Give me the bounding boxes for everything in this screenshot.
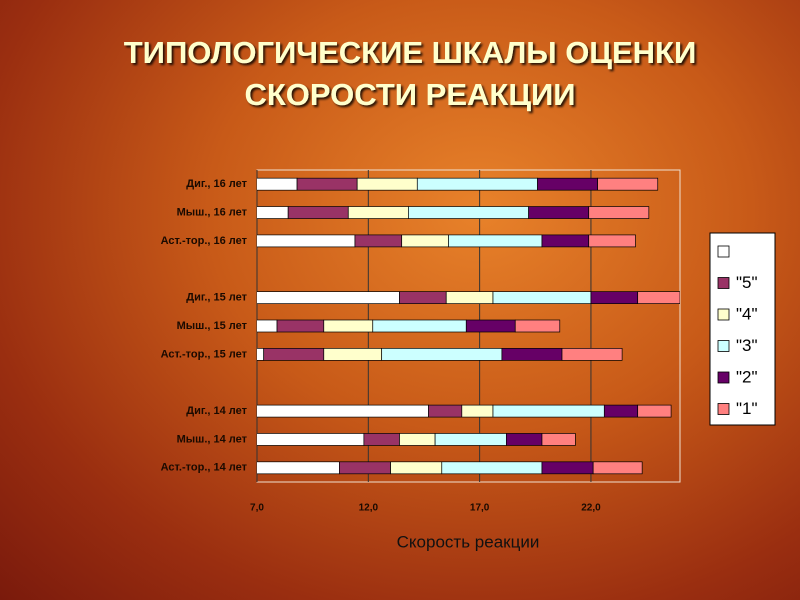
legend-swatch	[717, 308, 730, 321]
bar-segment	[323, 319, 374, 333]
title-line: ТИПОЛОГИЧЕСКИЕ ШКАЛЫ ОЦЕНКИ	[124, 35, 696, 70]
legend-label: "3"	[736, 336, 758, 355]
bar-segment	[590, 291, 639, 304]
y-tick-label: Диг., 16 лет	[186, 178, 247, 190]
legend-swatch	[717, 277, 730, 289]
bar-segment	[537, 177, 598, 191]
legend-label: "2"	[736, 367, 758, 386]
bar-segment	[461, 404, 494, 418]
bar-segment	[416, 177, 538, 191]
y-tick-label: Аст.-тор., 15 лет	[161, 348, 248, 360]
bar-segment	[347, 206, 409, 219]
bar-segment	[434, 433, 507, 446]
legend-label: "4"	[736, 304, 758, 323]
bar-segment	[372, 319, 467, 333]
title-line: СКОРОСТИ РЕАКЦИИ	[244, 77, 575, 112]
bar-segment	[363, 433, 400, 446]
bar-segment	[603, 404, 639, 418]
bar-segment	[354, 234, 403, 248]
bar-segment	[541, 234, 590, 248]
bar-segment	[528, 206, 590, 219]
legend-swatch	[717, 340, 730, 352]
bar-segment	[597, 177, 659, 191]
bar-segment	[588, 206, 650, 219]
bar-segment	[501, 348, 563, 361]
bar-segment	[637, 404, 672, 418]
bar-segment	[257, 291, 400, 304]
bar-segment	[441, 461, 543, 475]
bar-segment	[465, 319, 516, 333]
bar-segment	[356, 177, 418, 191]
bar-segment	[588, 234, 636, 248]
bar-segment	[541, 433, 576, 446]
bar-segment	[492, 291, 592, 304]
bar-segment	[339, 461, 391, 475]
bar-segment	[287, 206, 349, 219]
bar-segment	[561, 348, 623, 361]
y-tick-label: Диг., 15 лет	[186, 292, 247, 304]
bar-segment	[381, 348, 503, 361]
legend-label: "5"	[736, 273, 758, 292]
y-tick-label: Диг., 14 лет	[186, 405, 247, 417]
y-tick-label: Аст.-тор., 16 лет	[161, 235, 248, 247]
y-tick-label: Мыш., 14 лет	[177, 433, 248, 445]
bar-segment	[296, 177, 358, 191]
bar-segment	[399, 291, 447, 304]
bar-segment	[408, 206, 529, 219]
bar-segment	[323, 348, 383, 361]
bar-segment	[399, 433, 436, 446]
bar-segment	[263, 348, 325, 361]
bar-segment	[541, 461, 594, 475]
bar-segment	[492, 404, 605, 418]
x-axis-title: Скорость реакции	[397, 532, 540, 551]
bar-segment	[448, 234, 543, 248]
bar-segment	[505, 433, 543, 446]
legend-label: "1"	[736, 399, 758, 418]
bar-segment	[401, 234, 449, 248]
y-tick-label: Мыш., 15 лет	[177, 320, 248, 332]
x-tick-label: 17,0	[470, 503, 490, 514]
bar-segment	[637, 291, 680, 304]
bar-segment	[276, 319, 325, 333]
bar-segment	[257, 404, 429, 418]
x-tick-label: 7,0	[250, 503, 264, 514]
legend-swatch	[717, 403, 730, 415]
bar-segment	[592, 461, 643, 475]
bar-segment	[390, 461, 443, 475]
y-tick-label: Аст.-тор., 14 лет	[161, 462, 248, 474]
bar-segment	[428, 404, 463, 418]
legend-swatch	[717, 371, 730, 384]
y-tick-label: Мыш., 16 лет	[177, 206, 248, 218]
x-tick-label: 12,0	[359, 503, 379, 514]
legend-swatch	[717, 245, 730, 258]
bar-segment	[514, 319, 561, 333]
legend	[709, 232, 776, 426]
x-tick-label: 22,0	[581, 503, 601, 514]
bar-segment	[445, 291, 494, 304]
